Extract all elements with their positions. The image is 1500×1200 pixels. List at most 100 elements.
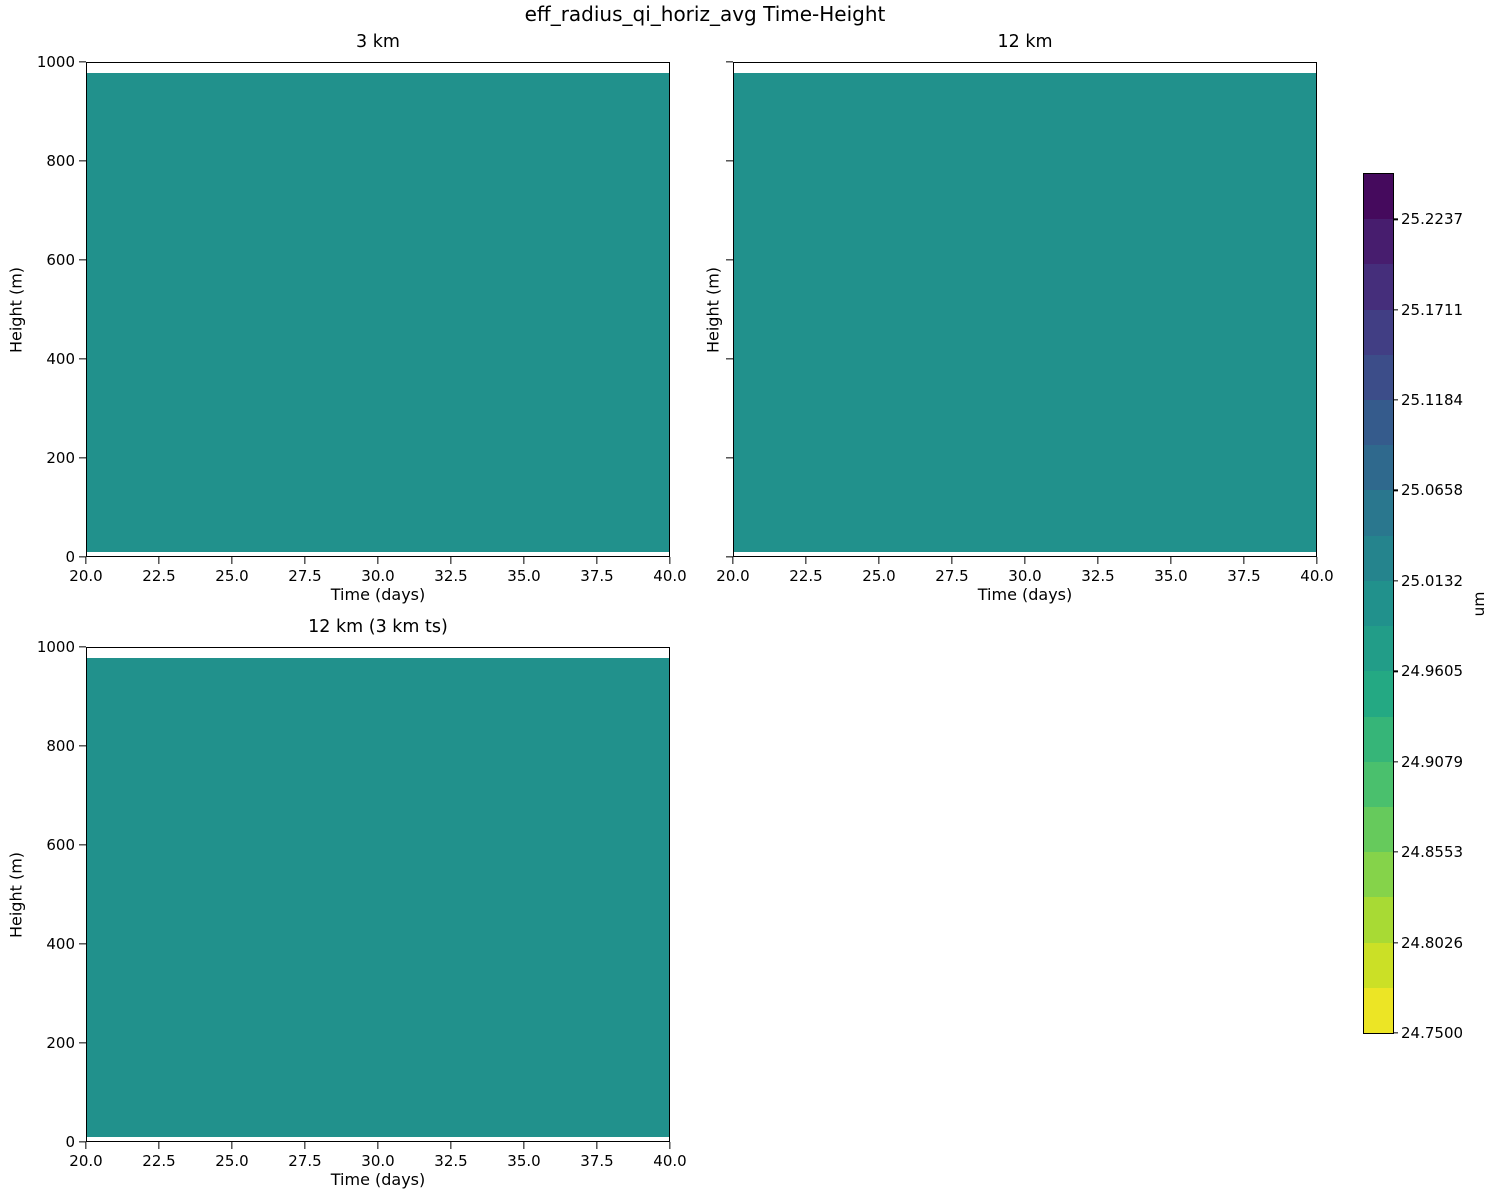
y-tick-label: 400 xyxy=(46,350,75,368)
panel-12km-3kmts: 12 km (3 km ts) Time (days) Height (m) 2… xyxy=(7,617,687,1189)
y-tick-mark xyxy=(726,358,733,360)
colorbar-segment xyxy=(1364,761,1393,808)
colorbar-segment xyxy=(1364,806,1393,853)
y-tick-mark xyxy=(79,160,86,162)
x-tick-label: 22.5 xyxy=(142,1152,176,1170)
colorbar-tick-mark xyxy=(1393,580,1398,582)
colorbar-tick-mark xyxy=(1393,399,1398,401)
x-tick-label: 25.0 xyxy=(215,567,249,585)
y-tick-label: 600 xyxy=(46,251,75,269)
x-tick-label: 27.5 xyxy=(288,567,322,585)
y-tick-label: 1000 xyxy=(36,53,75,71)
x-tick-label: 37.5 xyxy=(1227,567,1261,585)
colorbar-segment xyxy=(1364,445,1393,491)
colorbar: um 25.2237 25.1711 25.1184 25.0658 25.0132 24… xyxy=(1363,173,1488,1042)
colorbar-tick-label: 24.9079 xyxy=(1401,752,1464,771)
colorbar-tick-mark xyxy=(1393,1032,1398,1034)
x-tick-label: 30.0 xyxy=(1008,567,1042,585)
x-axis-label: Time (days) xyxy=(330,1170,426,1189)
colorbar-tick-label: 25.1711 xyxy=(1401,300,1464,319)
x-tick-mark xyxy=(1170,557,1172,564)
x-tick-mark xyxy=(1243,557,1245,564)
x-tick-mark xyxy=(158,557,160,564)
y-tick-mark xyxy=(726,556,733,558)
x-tick-label: 35.0 xyxy=(507,1152,541,1170)
colorbar-segment xyxy=(1364,219,1393,265)
y-tick-label: 800 xyxy=(46,737,75,755)
colorbar-segment xyxy=(1364,897,1393,943)
contour-fill xyxy=(87,72,669,553)
y-tick-label: 200 xyxy=(46,1034,75,1052)
y-tick-mark xyxy=(79,745,86,747)
y-tick-label: 0 xyxy=(65,548,75,566)
colorbar-tick-label: 24.7500 xyxy=(1401,1024,1464,1042)
figure-title: eff_radius_qi_horiz_avg Time-Height xyxy=(524,2,886,26)
contour-fill xyxy=(734,72,1316,553)
colorbar-segment xyxy=(1364,852,1393,898)
x-tick-mark xyxy=(377,1142,379,1149)
y-tick-mark xyxy=(79,61,86,63)
panel-12km: 12 km Time (days) Height (m) 20.0 22.5 25.… xyxy=(704,32,1334,604)
y-tick-mark xyxy=(79,844,86,846)
x-tick-label: 40.0 xyxy=(1300,567,1334,585)
colorbar-tick-label: 25.0132 xyxy=(1401,571,1464,590)
colorbar-tick-mark xyxy=(1393,670,1398,672)
plot-area xyxy=(86,647,670,1142)
y-tick-mark xyxy=(726,160,733,162)
colorbar-segment xyxy=(1364,671,1393,717)
y-tick-label: 200 xyxy=(46,449,75,467)
y-tick-mark xyxy=(79,646,86,648)
colorbar-segment xyxy=(1364,354,1393,401)
x-tick-label: 20.0 xyxy=(69,567,103,585)
x-tick-label: 25.0 xyxy=(862,567,896,585)
y-tick-mark xyxy=(79,457,86,459)
colorbar-segment xyxy=(1364,716,1393,763)
x-tick-label: 32.5 xyxy=(434,567,468,585)
x-tick-label: 37.5 xyxy=(580,1152,614,1170)
y-tick-mark xyxy=(79,943,86,945)
colorbar-segment xyxy=(1364,400,1393,446)
colorbar-segment xyxy=(1364,264,1393,311)
colorbar-tick-label: 24.9605 xyxy=(1401,662,1464,681)
x-tick-mark xyxy=(1024,557,1026,564)
x-tick-mark xyxy=(596,557,598,564)
panel-title: 3 km xyxy=(356,32,400,52)
x-axis-label: Time (days) xyxy=(977,585,1073,604)
x-tick-mark xyxy=(304,1142,306,1149)
x-tick-mark xyxy=(377,557,379,564)
y-tick-mark xyxy=(726,457,733,459)
y-tick-label: 400 xyxy=(46,935,75,953)
x-axis-label: Time (days) xyxy=(330,585,426,604)
x-tick-mark xyxy=(732,557,734,564)
y-tick-mark xyxy=(726,61,733,63)
y-tick-mark xyxy=(79,1042,86,1044)
x-tick-label: 35.0 xyxy=(1154,567,1188,585)
y-tick-mark xyxy=(726,259,733,261)
y-tick-label: 600 xyxy=(46,836,75,854)
panel-title: 12 km (3 km ts) xyxy=(308,617,448,637)
y-axis-label: Height (m) xyxy=(703,266,723,353)
x-tick-mark xyxy=(450,557,452,564)
y-tick-label: 1000 xyxy=(36,638,75,656)
x-tick-mark xyxy=(1097,557,1099,564)
colorbar-segment xyxy=(1364,987,1393,1034)
colorbar-segment xyxy=(1364,942,1393,989)
contour-fill xyxy=(87,657,669,1138)
plot-area xyxy=(86,62,670,557)
y-tick-mark xyxy=(79,556,86,558)
x-tick-mark xyxy=(1316,557,1318,564)
colorbar-segment xyxy=(1364,580,1393,627)
x-tick-mark xyxy=(304,557,306,564)
colorbar-tick-label: 24.8553 xyxy=(1401,843,1464,862)
colorbar-tick-mark xyxy=(1393,851,1398,853)
x-tick-label: 20.0 xyxy=(716,567,750,585)
x-tick-mark xyxy=(85,1142,87,1149)
x-tick-mark xyxy=(85,557,87,564)
colorbar-tick-mark xyxy=(1393,489,1398,492)
x-tick-label: 25.0 xyxy=(215,1152,249,1170)
x-tick-label: 22.5 xyxy=(789,567,823,585)
panel-3km: 3 km Time (days) Height (m) 20.0 22.5 25.0… xyxy=(7,32,687,604)
colorbar-tick-mark xyxy=(1393,218,1398,220)
x-tick-label: 20.0 xyxy=(69,1152,103,1170)
